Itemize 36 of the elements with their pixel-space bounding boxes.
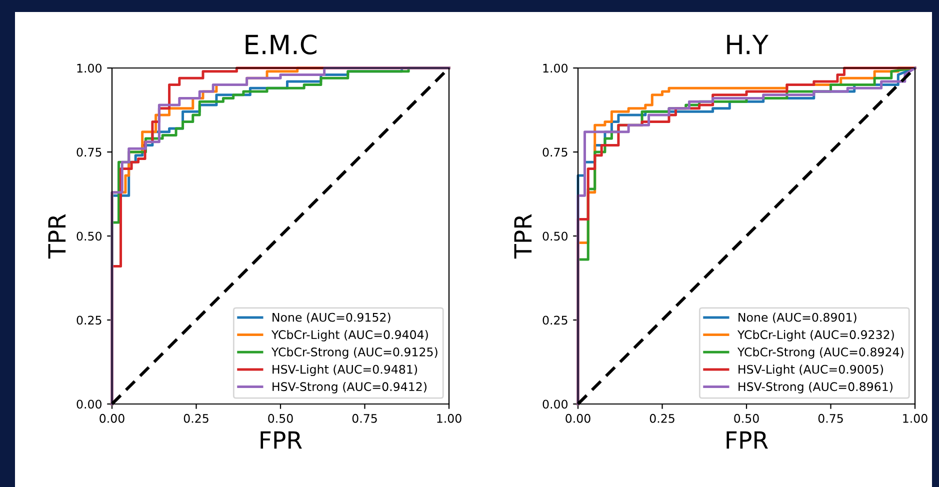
legend-label: YCbCr-Strong (AUC=0.8924): [737, 347, 904, 359]
x-tick-label: 0.25: [184, 414, 208, 423]
y-tick-label: 1.00: [77, 64, 102, 73]
x-tick-label: 0.75: [818, 414, 843, 423]
legend-label: HSV-Strong (AUC=0.8961): [738, 382, 892, 394]
x-tick-label: 0.75: [352, 414, 377, 423]
y-tick-label: 0.00: [76, 400, 102, 409]
x-tick-label: 1.00: [903, 414, 928, 423]
x-tick-label: 0.50: [268, 414, 293, 423]
y-axis-title: TPR: [48, 214, 66, 259]
legend-label: None (AUC=0.8901): [738, 312, 856, 324]
x-tick-label: 0.25: [650, 414, 674, 423]
legend-label: None (AUC=0.9152): [272, 312, 390, 324]
y-tick-label: 1.00: [543, 64, 568, 73]
x-axis-title: FPR: [726, 431, 768, 449]
x-axis-title: FPR: [260, 431, 302, 449]
y-tick-label: 0.50: [542, 232, 568, 241]
y-tick-label: 0.75: [76, 148, 102, 157]
chart-title: H.Y: [727, 34, 768, 54]
legend-label: YCbCr-Light (AUC=0.9404): [271, 330, 428, 342]
legend-label: YCbCr-Strong (AUC=0.9125): [271, 347, 438, 359]
y-tick-label: 0.25: [542, 316, 568, 325]
y-tick-label: 0.75: [542, 148, 568, 157]
x-tick-label: 0.00: [566, 414, 590, 423]
y-tick-label: 0.25: [76, 316, 102, 325]
y-axis-title: TPR: [514, 214, 532, 259]
legend-label: HSV-Light (AUC=0.9005): [738, 364, 884, 376]
x-tick-label: 0.50: [734, 414, 759, 423]
legend-label: YCbCr-Light (AUC=0.9232): [737, 330, 894, 342]
legend-label: HSV-Light (AUC=0.9481): [272, 364, 418, 376]
chart-title: E.M.C: [246, 34, 316, 54]
legend-label: HSV-Strong (AUC=0.9412): [272, 382, 426, 394]
y-tick-label: 0.00: [542, 400, 568, 409]
y-tick-label: 0.50: [76, 232, 102, 241]
x-tick-label: 1.00: [437, 414, 462, 423]
x-tick-label: 0.00: [100, 414, 124, 423]
